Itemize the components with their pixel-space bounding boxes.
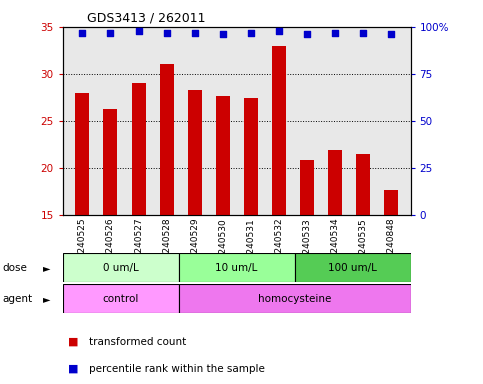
Point — [79, 30, 86, 36]
Point — [135, 28, 142, 34]
Point — [303, 31, 311, 38]
Point — [387, 31, 395, 38]
Bar — [215, 96, 229, 215]
Text: percentile rank within the sample: percentile rank within the sample — [89, 364, 265, 374]
Point — [247, 30, 255, 36]
Point — [191, 30, 199, 36]
Bar — [244, 98, 258, 215]
Bar — [300, 159, 314, 215]
Bar — [179, 284, 411, 313]
Text: dose: dose — [2, 263, 28, 273]
Text: 100 um/L: 100 um/L — [328, 263, 377, 273]
Text: homocysteine: homocysteine — [258, 293, 331, 304]
Bar — [159, 64, 173, 215]
Text: ■: ■ — [68, 364, 78, 374]
Bar — [295, 253, 411, 282]
Text: GDS3413 / 262011: GDS3413 / 262011 — [87, 12, 205, 25]
Text: control: control — [102, 293, 139, 304]
Text: transformed count: transformed count — [89, 337, 186, 347]
Bar — [187, 90, 201, 215]
Bar — [272, 46, 286, 215]
Point — [219, 31, 227, 38]
Text: ►: ► — [43, 263, 50, 273]
Bar — [356, 154, 370, 215]
Point — [275, 28, 283, 34]
Bar — [63, 284, 179, 313]
Text: 10 um/L: 10 um/L — [215, 263, 258, 273]
Bar — [63, 253, 179, 282]
Bar — [103, 109, 117, 215]
Point — [331, 30, 339, 36]
Text: ►: ► — [43, 294, 50, 304]
Bar — [328, 150, 342, 215]
Bar — [75, 93, 89, 215]
Text: ■: ■ — [68, 337, 78, 347]
Bar — [384, 190, 398, 215]
Text: agent: agent — [2, 294, 32, 304]
Text: 0 um/L: 0 um/L — [103, 263, 139, 273]
Point — [107, 30, 114, 36]
Point — [163, 30, 170, 36]
Point — [359, 30, 367, 36]
Bar — [179, 253, 295, 282]
Bar — [131, 83, 145, 215]
